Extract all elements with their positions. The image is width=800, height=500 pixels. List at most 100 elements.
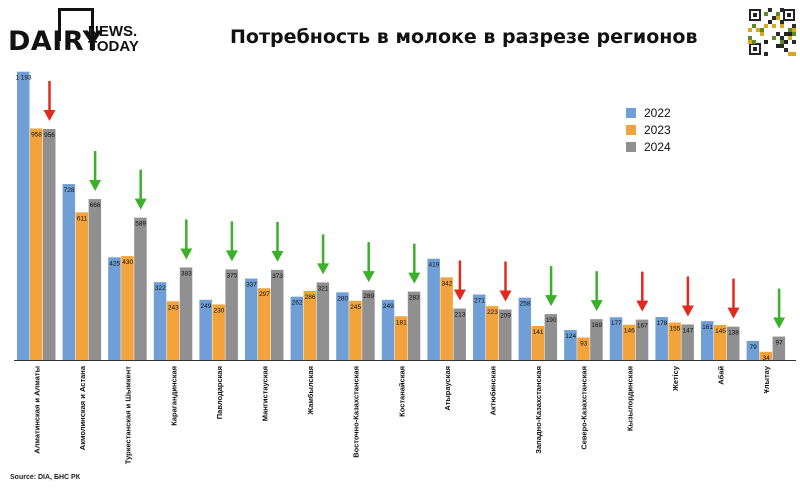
bar-2024 <box>681 324 694 360</box>
bar-2022 <box>701 321 714 360</box>
chart-title: Потребность в молоке в разрезе регионов <box>230 26 698 48</box>
bar-2024 <box>134 217 147 360</box>
trend-arrow-green <box>271 221 284 262</box>
qr-module <box>776 16 780 20</box>
value-label-2024: 289 <box>363 293 374 300</box>
logo-news-text: NEWS. <box>88 23 138 40</box>
value-label-2023: 155 <box>669 326 680 333</box>
bar-2022 <box>62 184 76 360</box>
value-label-2024: 666 <box>90 202 101 209</box>
category-label: Алматинская и Алматы <box>33 366 42 454</box>
value-label-2023: 286 <box>305 294 316 301</box>
bar-2024 <box>407 291 421 360</box>
bar-2022 <box>153 282 167 360</box>
value-label-2024: 383 <box>181 270 192 277</box>
bar-2022 <box>336 292 349 360</box>
arrow-head <box>773 317 786 329</box>
bar-2024 <box>271 269 284 360</box>
logo-bracket <box>58 8 94 41</box>
bar-2024 <box>362 290 375 360</box>
value-label-2023: 243 <box>168 304 179 311</box>
logo-news-today: NEWS. TODAY <box>88 24 139 54</box>
bar-2022 <box>381 299 395 360</box>
bar-2024 <box>635 319 649 360</box>
arrow-head <box>453 289 466 301</box>
bar-2023 <box>349 300 362 360</box>
category-label: Акмолинская и Астана <box>78 365 87 450</box>
category-label: Актюбинская <box>489 366 498 415</box>
bar-2023 <box>440 277 453 360</box>
bar-2023 <box>303 290 317 360</box>
legend-item-2022: 2022 <box>626 104 671 121</box>
qr-module <box>780 44 784 48</box>
category-label: Кызылординская <box>625 366 634 431</box>
bar-2024 <box>544 314 558 360</box>
bar-2022 <box>609 317 623 360</box>
category-label: Жамбылская <box>306 366 315 416</box>
bar-2022 <box>518 297 532 360</box>
qr-module <box>784 40 788 44</box>
bar-2022 <box>473 294 486 360</box>
bar-2022 <box>564 330 577 360</box>
qr-module <box>780 40 784 44</box>
bar-2023 <box>166 301 180 360</box>
arrow-head <box>636 300 649 312</box>
qr-module <box>784 32 788 36</box>
category-label: Мангистауская <box>261 366 270 421</box>
qr-module <box>772 36 776 40</box>
qr-module <box>780 20 784 24</box>
arrow-head <box>362 271 375 283</box>
value-label-2022: 249 <box>200 303 211 310</box>
value-label-2024: 138 <box>728 330 739 337</box>
value-label-2022: 161 <box>702 324 713 331</box>
value-label-2024: 373 <box>272 273 283 280</box>
arrow-head <box>180 248 193 260</box>
bar-2024 <box>590 319 603 360</box>
arrow-head <box>408 272 421 284</box>
bar-2024 <box>225 269 238 360</box>
value-label-2023: 245 <box>350 304 361 311</box>
qr-module <box>780 24 784 28</box>
bar-2023 <box>531 325 545 360</box>
qr-module <box>792 40 796 44</box>
category-group: 322 243 383 Карагандинская <box>153 219 193 426</box>
value-label-2024: 169 <box>591 322 602 329</box>
value-label-2023: 146 <box>624 328 635 335</box>
qr-module <box>776 32 780 36</box>
value-label-2024: 375 <box>226 272 237 279</box>
trend-arrow-red <box>681 276 694 317</box>
trend-arrow-red <box>43 80 56 121</box>
qr-module <box>784 48 788 52</box>
qr-module <box>788 36 792 40</box>
category-group: 425 430 589 Туркестанская и Шымкент <box>108 169 147 464</box>
category-label: Павлодарская <box>215 366 224 419</box>
value-label-2022: 258 <box>520 301 531 308</box>
qr-module <box>748 28 752 32</box>
category-label: Атырауская <box>443 366 452 411</box>
qr-code-icon[interactable] <box>748 8 796 56</box>
arrow-head <box>43 109 56 121</box>
value-label-2022: 280 <box>337 295 348 302</box>
qr-finder-inner <box>753 47 757 51</box>
qr-module <box>748 40 752 44</box>
value-label-2024: 283 <box>409 295 420 302</box>
category-label: Абай <box>717 366 726 385</box>
qr-module <box>760 32 764 36</box>
trend-arrow-green <box>134 169 147 210</box>
bar-2024 <box>453 308 466 360</box>
category-group: 124 93 169 Северо-Казахстанская <box>564 271 603 450</box>
value-label-2022: 271 <box>474 298 485 305</box>
qr-module <box>788 52 792 56</box>
qr-module <box>764 52 768 56</box>
value-label-2023: 297 <box>259 291 270 298</box>
bar-2023 <box>212 304 225 360</box>
value-label-2023: 611 <box>77 215 88 222</box>
qr-module <box>752 40 756 44</box>
legend-swatch-2022 <box>626 107 636 118</box>
arrow-head <box>89 180 102 192</box>
trend-arrow-green <box>590 271 603 312</box>
value-label-2023: 223 <box>487 309 498 316</box>
